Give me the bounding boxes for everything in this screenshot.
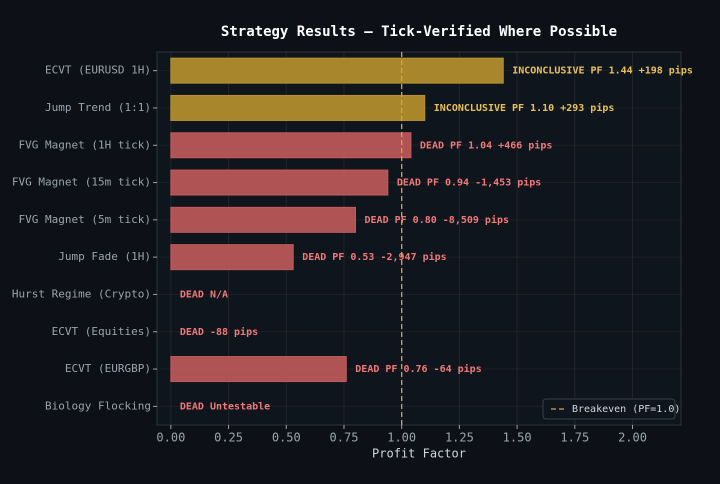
bar-label: INCONCLUSIVE PF 1.10 +293 pips — [434, 102, 615, 114]
y-tick-label: FVG Magnet (5m tick) — [19, 213, 151, 226]
x-tick-label: 0.75 — [330, 431, 359, 445]
y-tick-label: ECVT (EURGBP) — [65, 362, 151, 375]
bar-label: DEAD PF 0.94 -1,453 pips — [397, 177, 542, 189]
y-tick-label: Biology Flocking — [45, 399, 151, 412]
bar-label: DEAD -88 pips — [180, 326, 258, 338]
x-tick-label: 1.75 — [560, 431, 589, 445]
x-tick-label: 2.00 — [618, 431, 647, 445]
x-tick-label: 0.50 — [272, 431, 301, 445]
bar-label: DEAD PF 1.04 +466 pips — [420, 139, 552, 151]
legend-label: Breakeven (PF=1.0) — [572, 404, 680, 415]
y-tick-label: FVG Magnet (15m tick) — [12, 176, 151, 189]
bar — [170, 94, 426, 121]
bar-label: DEAD PF 0.76 -64 pips — [355, 363, 481, 375]
bar — [170, 57, 504, 84]
x-tick-label: 1.25 — [445, 431, 474, 445]
y-tick-label: Jump Trend (1:1) — [45, 101, 151, 114]
bar-label: DEAD PF 0.80 -8,509 pips — [365, 214, 510, 226]
x-tick-label: 0.00 — [156, 431, 185, 445]
bar — [170, 206, 357, 233]
x-tick-label: 1.50 — [503, 431, 532, 445]
y-tick-label: ECVT (EURUSD 1H) — [45, 64, 151, 77]
bar-label: DEAD N/A — [180, 289, 228, 300]
bar — [170, 169, 389, 196]
y-tick-label: Hurst Regime (Crypto) — [12, 287, 151, 300]
y-tick-label: Jump Fade (1H) — [58, 250, 151, 263]
bar — [170, 244, 294, 271]
bar — [170, 356, 347, 383]
x-axis-label: Profit Factor — [372, 447, 466, 461]
legend-box — [542, 398, 676, 420]
y-tick-label: FVG Magnet (1H tick) — [19, 138, 151, 151]
bar-label: DEAD PF 0.53 -2,947 pips — [302, 251, 447, 263]
bar-label: DEAD Untestable — [180, 401, 270, 412]
bar-label: INCONCLUSIVE PF 1.44 +198 pips — [512, 65, 693, 77]
y-tick-label: ECVT (Equities) — [52, 325, 151, 338]
chart-title: Strategy Results — Tick-Verified Where P… — [221, 24, 617, 40]
x-tick-label: 0.25 — [214, 431, 243, 445]
x-tick-label: 1.00 — [387, 431, 416, 445]
bar — [170, 132, 412, 159]
